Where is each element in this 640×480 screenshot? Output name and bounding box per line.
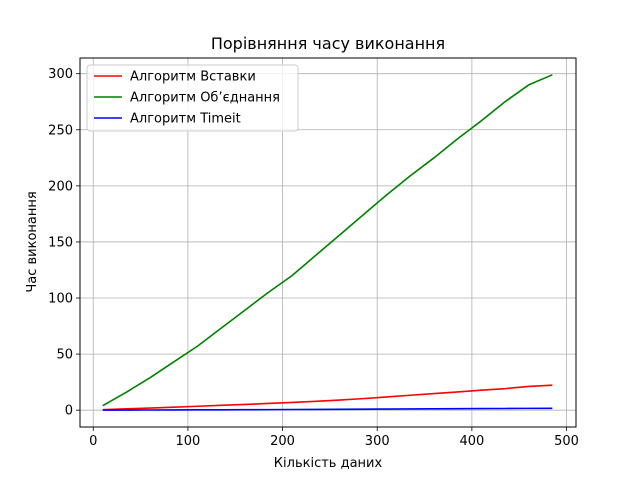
legend-label: Алгоритм Timeit xyxy=(130,112,241,127)
y-tick-label: 150 xyxy=(48,235,73,250)
y-tick-label: 0 xyxy=(65,404,73,419)
legend: Алгоритм Вставки Алгоритм Об’єднання Алгор… xyxy=(86,64,299,132)
x-tick-label: 500 xyxy=(554,434,579,449)
y-tick-label: 300 xyxy=(48,67,73,82)
series-line xyxy=(102,74,553,407)
x-tick-label: 400 xyxy=(459,434,484,449)
series-group xyxy=(102,74,553,411)
x-tick-label: 200 xyxy=(270,434,295,449)
series-line xyxy=(102,407,553,411)
series-line xyxy=(102,384,553,411)
x-tick-label: 300 xyxy=(365,434,390,449)
x-tick-label: 100 xyxy=(175,434,200,449)
y-tick-label: 100 xyxy=(48,292,73,307)
chart-title: Порівняння часу виконання xyxy=(211,34,445,53)
legend-label: Алгоритм Об’єднання xyxy=(130,91,280,106)
y-tick-label: 50 xyxy=(56,348,73,363)
legend-label: Алгоритм Вставки xyxy=(130,70,256,85)
y-tick-label: 200 xyxy=(48,179,73,194)
x-axis-label: Кількість даних xyxy=(274,456,383,471)
y-axis-label: Час виконання xyxy=(25,191,40,292)
x-tick-label: 0 xyxy=(89,434,97,449)
legend-box xyxy=(86,64,299,132)
y-tick-label: 250 xyxy=(48,123,73,138)
plot-frame xyxy=(79,57,577,428)
axis-ticks: 0 100 200 300 400 500 0 50 100 150 200 250 300 xyxy=(48,67,579,449)
